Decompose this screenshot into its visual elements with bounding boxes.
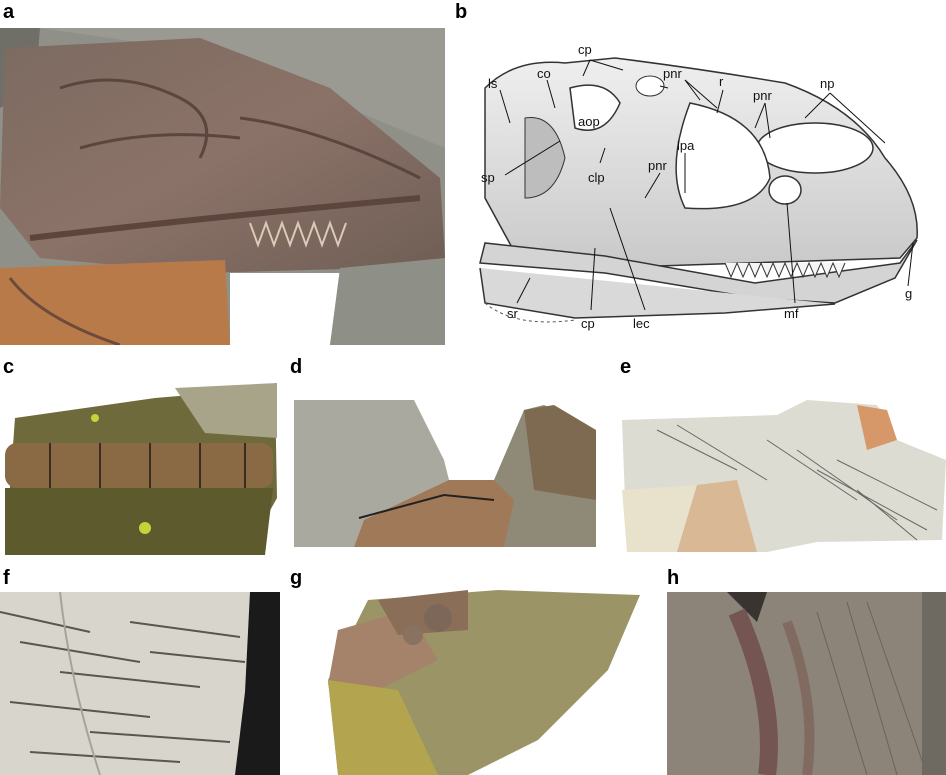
label-sr: sr	[507, 306, 519, 321]
skull-photo-image	[0, 28, 445, 345]
label-mf: mf	[784, 306, 799, 321]
panel-a-skull-photo	[0, 28, 445, 345]
vertebrae-photo-image	[5, 378, 277, 555]
label-lpa: lpa	[677, 138, 695, 153]
panel-e-feather-slab-photo	[617, 400, 946, 552]
label-lec: lec	[633, 316, 650, 331]
label-cp-top: cp	[578, 42, 592, 57]
label-cp-bottom: cp	[581, 316, 595, 331]
label-pnr-right: pnr	[753, 88, 772, 103]
panel-g-skull-fragment-photo	[318, 590, 640, 775]
panel-b-skull-drawing: ls co cp pnr r pnr np aop sp clp pnr lpa…	[455, 28, 946, 345]
panel-h-feather-photo	[667, 592, 946, 775]
panel-h-label: h	[667, 567, 680, 589]
feather-slab-image	[617, 400, 946, 552]
skull-drawing: ls co cp pnr r pnr np aop sp clp pnr lpa…	[479, 42, 918, 331]
skull-fragment-image	[318, 590, 640, 775]
label-aop: aop	[578, 114, 600, 129]
panel-b-label: b	[455, 1, 468, 23]
panel-e-label: e	[620, 356, 632, 378]
panel-d-slab-photo	[294, 400, 596, 547]
label-pnr-top: pnr	[663, 66, 682, 81]
feather-photo-image	[0, 592, 280, 775]
panel-c-vertebrae-photo	[5, 378, 277, 555]
panel-g-label: g	[290, 567, 303, 589]
panel-a-label: a	[3, 1, 15, 23]
label-r: r	[719, 74, 724, 89]
panel-c-label: c	[3, 356, 15, 378]
label-sp: sp	[481, 170, 495, 185]
feather-h-image	[667, 592, 946, 775]
slab-photo-image	[294, 400, 596, 547]
panel-f-label: f	[3, 567, 10, 589]
label-co: co	[537, 66, 551, 81]
label-pnr-mid: pnr	[648, 158, 667, 173]
label-ls: ls	[488, 76, 498, 91]
panel-f-feather-photo	[0, 592, 280, 775]
label-np: np	[820, 76, 834, 91]
label-g: g	[905, 286, 912, 301]
label-clp: clp	[588, 170, 605, 185]
panel-d-label: d	[290, 356, 303, 378]
